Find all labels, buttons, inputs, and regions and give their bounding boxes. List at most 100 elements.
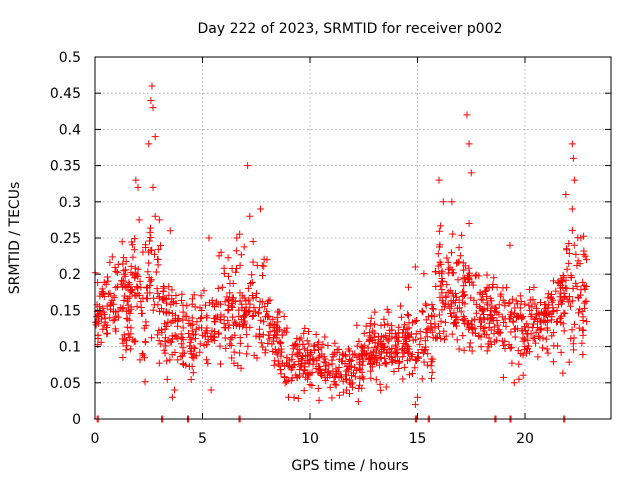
data-point	[570, 241, 578, 249]
data-point	[436, 293, 444, 301]
data-point	[244, 342, 252, 350]
data-point	[418, 375, 426, 383]
data-point	[310, 356, 318, 364]
data-point	[324, 341, 332, 349]
data-point	[411, 263, 419, 271]
data-point	[382, 349, 390, 357]
data-point	[162, 342, 170, 350]
data-point	[222, 344, 230, 352]
data-point	[236, 334, 244, 342]
data-point	[280, 373, 288, 381]
data-point	[411, 401, 419, 409]
data-point	[282, 328, 290, 336]
data-point	[385, 337, 393, 345]
data-point	[489, 314, 497, 322]
data-point	[572, 250, 580, 258]
data-point	[437, 269, 445, 277]
data-point	[348, 363, 356, 371]
data-point	[435, 227, 443, 235]
data-point	[570, 346, 578, 354]
data-point	[166, 338, 174, 346]
data-point	[161, 337, 169, 345]
data-point	[565, 240, 573, 248]
data-point	[366, 329, 374, 337]
data-point	[412, 330, 420, 338]
data-point	[438, 289, 446, 297]
data-point	[480, 316, 488, 324]
data-point	[110, 300, 118, 308]
data-point	[119, 353, 127, 361]
data-point	[388, 333, 396, 341]
data-point	[428, 368, 436, 376]
data-point	[438, 274, 446, 282]
data-point	[246, 323, 254, 331]
data-point	[227, 335, 235, 343]
data-point	[532, 328, 540, 336]
data-point	[397, 302, 405, 310]
data-point	[172, 333, 180, 341]
data-point	[212, 313, 220, 321]
data-point	[582, 297, 590, 305]
data-point	[328, 360, 336, 368]
data-point	[161, 349, 169, 357]
data-point	[563, 246, 571, 254]
data-point	[269, 334, 277, 342]
data-point	[354, 398, 362, 406]
data-point	[168, 309, 176, 317]
data-point	[127, 324, 135, 332]
data-point	[215, 329, 223, 337]
data-point	[442, 332, 450, 340]
data-point	[495, 310, 503, 318]
data-point	[152, 268, 160, 276]
data-point	[411, 364, 419, 372]
data-point	[480, 314, 488, 322]
grid	[95, 57, 611, 419]
data-point	[259, 272, 267, 280]
data-point	[149, 104, 157, 112]
data-point	[148, 246, 156, 254]
data-point	[346, 355, 354, 363]
data-point	[111, 263, 119, 271]
data-point	[565, 358, 573, 366]
data-point	[513, 300, 521, 308]
data-point	[428, 312, 436, 320]
data-point	[567, 335, 575, 343]
data-point	[332, 381, 340, 389]
data-point	[472, 309, 480, 317]
data-point	[106, 258, 114, 266]
data-point	[303, 337, 311, 345]
data-point	[135, 216, 143, 224]
data-point	[318, 350, 326, 358]
data-point	[142, 322, 150, 330]
data-point	[196, 340, 204, 348]
y-tick-label: 0	[72, 412, 81, 428]
data-point	[342, 376, 350, 384]
data-point	[576, 305, 584, 313]
data-point	[362, 351, 370, 359]
data-point	[394, 337, 402, 345]
data-point	[259, 331, 267, 339]
data-point	[100, 321, 108, 329]
data-point	[436, 329, 444, 337]
data-point	[240, 243, 248, 251]
data-point	[529, 334, 537, 342]
data-point	[247, 279, 255, 287]
data-point	[112, 284, 120, 292]
data-point	[295, 346, 303, 354]
data-point	[243, 350, 251, 358]
data-point	[109, 307, 117, 315]
data-point	[179, 324, 187, 332]
data-point	[293, 350, 301, 358]
data-point	[443, 254, 451, 262]
data-point	[528, 311, 536, 319]
data-point	[346, 347, 354, 355]
data-point	[185, 363, 193, 371]
data-point	[263, 308, 271, 316]
data-point	[242, 303, 250, 311]
data-point	[441, 336, 449, 344]
data-point	[346, 362, 354, 370]
data-point	[492, 304, 500, 312]
data-point	[129, 253, 137, 261]
y-tick-label: 0.25	[50, 231, 81, 247]
data-point	[263, 256, 271, 264]
